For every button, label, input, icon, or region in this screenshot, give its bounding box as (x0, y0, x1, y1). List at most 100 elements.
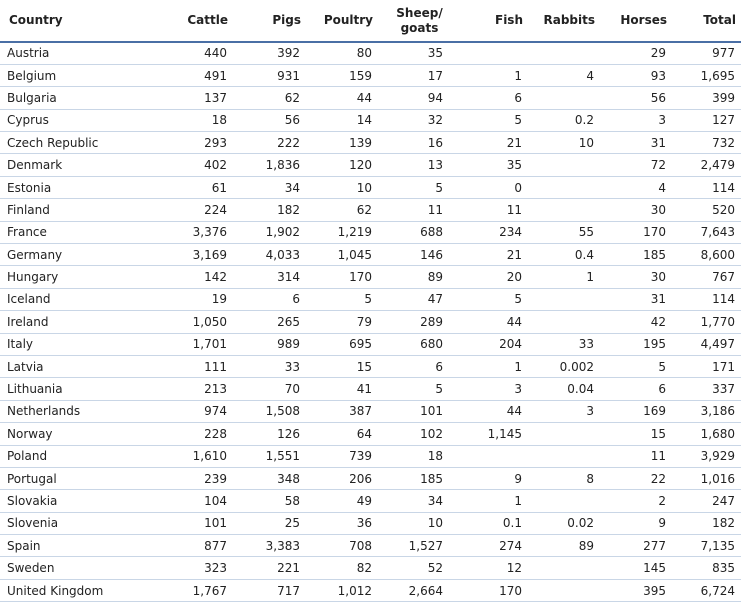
cell-pigs: 931 (233, 64, 306, 88)
cell-rabbits: 4 (528, 64, 600, 88)
cell-country: Spain (0, 534, 160, 558)
cell-poultry: 15 (306, 355, 378, 379)
cell-total: 8,600 (672, 243, 741, 267)
cell-cattle: 104 (160, 489, 233, 513)
cell-cattle: 213 (160, 377, 233, 401)
cell-fish: 11 (461, 198, 528, 222)
cell-country: France (0, 221, 160, 245)
header-pigs: Pigs (233, 0, 306, 43)
cell-rabbits: 0.2 (528, 109, 600, 133)
cell-horses: 170 (600, 221, 672, 245)
header-country: Country (0, 0, 160, 43)
cell-cattle: 19 (160, 288, 233, 312)
cell-horses: 4 (600, 176, 672, 200)
cell-country: Latvia (0, 355, 160, 379)
cell-poultry: 139 (306, 131, 378, 155)
cell-country: Norway (0, 422, 160, 446)
cell-country: Ireland (0, 310, 160, 334)
header-cattle: Cattle (160, 0, 233, 43)
cell-fish: 5 (461, 109, 528, 133)
cell-country: Italy (0, 333, 160, 356)
cell-horses: 5 (600, 355, 672, 379)
cell-fish: 1 (461, 489, 528, 513)
cell-sheep: 52 (378, 556, 461, 580)
cell-total: 1,770 (672, 310, 741, 334)
cell-total: 3,929 (672, 445, 741, 468)
cell-cattle: 101 (160, 512, 233, 536)
cell-cattle: 440 (160, 42, 233, 65)
cell-country: Denmark (0, 153, 160, 177)
cell-sheep: 5 (378, 176, 461, 200)
cell-country: Netherlands (0, 400, 160, 424)
cell-horses: 72 (600, 153, 672, 177)
cell-sheep: 6 (378, 355, 461, 379)
cell-rabbits: 0.04 (528, 377, 600, 401)
cell-fish: 3 (461, 377, 528, 401)
cell-cattle: 402 (160, 153, 233, 177)
cell-fish: 12 (461, 556, 528, 580)
cell-cattle: 228 (160, 422, 233, 446)
cell-total: 4,497 (672, 333, 741, 356)
cell-country: Austria (0, 42, 160, 65)
table-row: Cyprus 18 56 14 32 5 0.2 3 127 (0, 109, 741, 133)
cell-pigs: 182 (233, 198, 306, 222)
table-row: Slovenia 101 25 36 10 0.1 0.02 9 182 (0, 512, 741, 536)
cell-cattle: 18 (160, 109, 233, 133)
cell-total: 7,643 (672, 221, 741, 245)
cell-rabbits (528, 153, 600, 177)
cell-rabbits: 0.002 (528, 355, 600, 379)
cell-country: Slovakia (0, 489, 160, 513)
cell-pigs: 34 (233, 176, 306, 200)
cell-horses: 169 (600, 400, 672, 424)
cell-poultry: 14 (306, 109, 378, 133)
cell-horses: 3 (600, 109, 672, 133)
cell-horses: 2 (600, 489, 672, 513)
cell-total: 2,479 (672, 153, 741, 177)
cell-pigs: 33 (233, 355, 306, 379)
cell-sheep: 102 (378, 422, 461, 446)
cell-sheep: 680 (378, 333, 461, 356)
cell-rabbits (528, 288, 600, 312)
cell-horses: 15 (600, 422, 672, 446)
cell-rabbits (528, 86, 600, 110)
cell-pigs: 56 (233, 109, 306, 133)
cell-rabbits (528, 556, 600, 580)
cell-fish: 21 (461, 131, 528, 155)
cell-cattle: 1,767 (160, 579, 233, 602)
header-rabbits: Rabbits (528, 0, 600, 43)
cell-cattle: 239 (160, 467, 233, 491)
cell-rabbits (528, 42, 600, 65)
cell-rabbits (528, 198, 600, 222)
cell-rabbits (528, 445, 600, 468)
cell-fish: 0.1 (461, 512, 528, 536)
cell-poultry: 695 (306, 333, 378, 356)
cell-sheep: 5 (378, 377, 461, 401)
cell-horses: 9 (600, 512, 672, 536)
cell-sheep: 146 (378, 243, 461, 267)
cell-total: 399 (672, 86, 741, 110)
cell-horses: 11 (600, 445, 672, 468)
cell-sheep: 101 (378, 400, 461, 424)
cell-poultry: 708 (306, 534, 378, 558)
cell-total: 3,186 (672, 400, 741, 424)
cell-rabbits: 10 (528, 131, 600, 155)
header-horses: Horses (600, 0, 672, 43)
cell-cattle: 1,050 (160, 310, 233, 334)
table-row: Denmark 402 1,836 120 13 35 72 2,479 (0, 153, 741, 177)
cell-fish: 1 (461, 355, 528, 379)
cell-cattle: 61 (160, 176, 233, 200)
cell-cattle: 974 (160, 400, 233, 424)
cell-country: Finland (0, 198, 160, 222)
table-row: Czech Republic 293 222 139 16 21 10 31 732 (0, 131, 741, 155)
cell-cattle: 3,376 (160, 221, 233, 245)
cell-poultry: 79 (306, 310, 378, 334)
cell-country: Germany (0, 243, 160, 267)
cell-fish: 20 (461, 265, 528, 289)
cell-country: Lithuania (0, 377, 160, 401)
cell-rabbits (528, 422, 600, 446)
table-row: Finland 224 182 62 11 11 30 520 (0, 198, 741, 222)
cell-pigs: 717 (233, 579, 306, 602)
cell-rabbits (528, 489, 600, 513)
cell-pigs: 1,902 (233, 221, 306, 245)
